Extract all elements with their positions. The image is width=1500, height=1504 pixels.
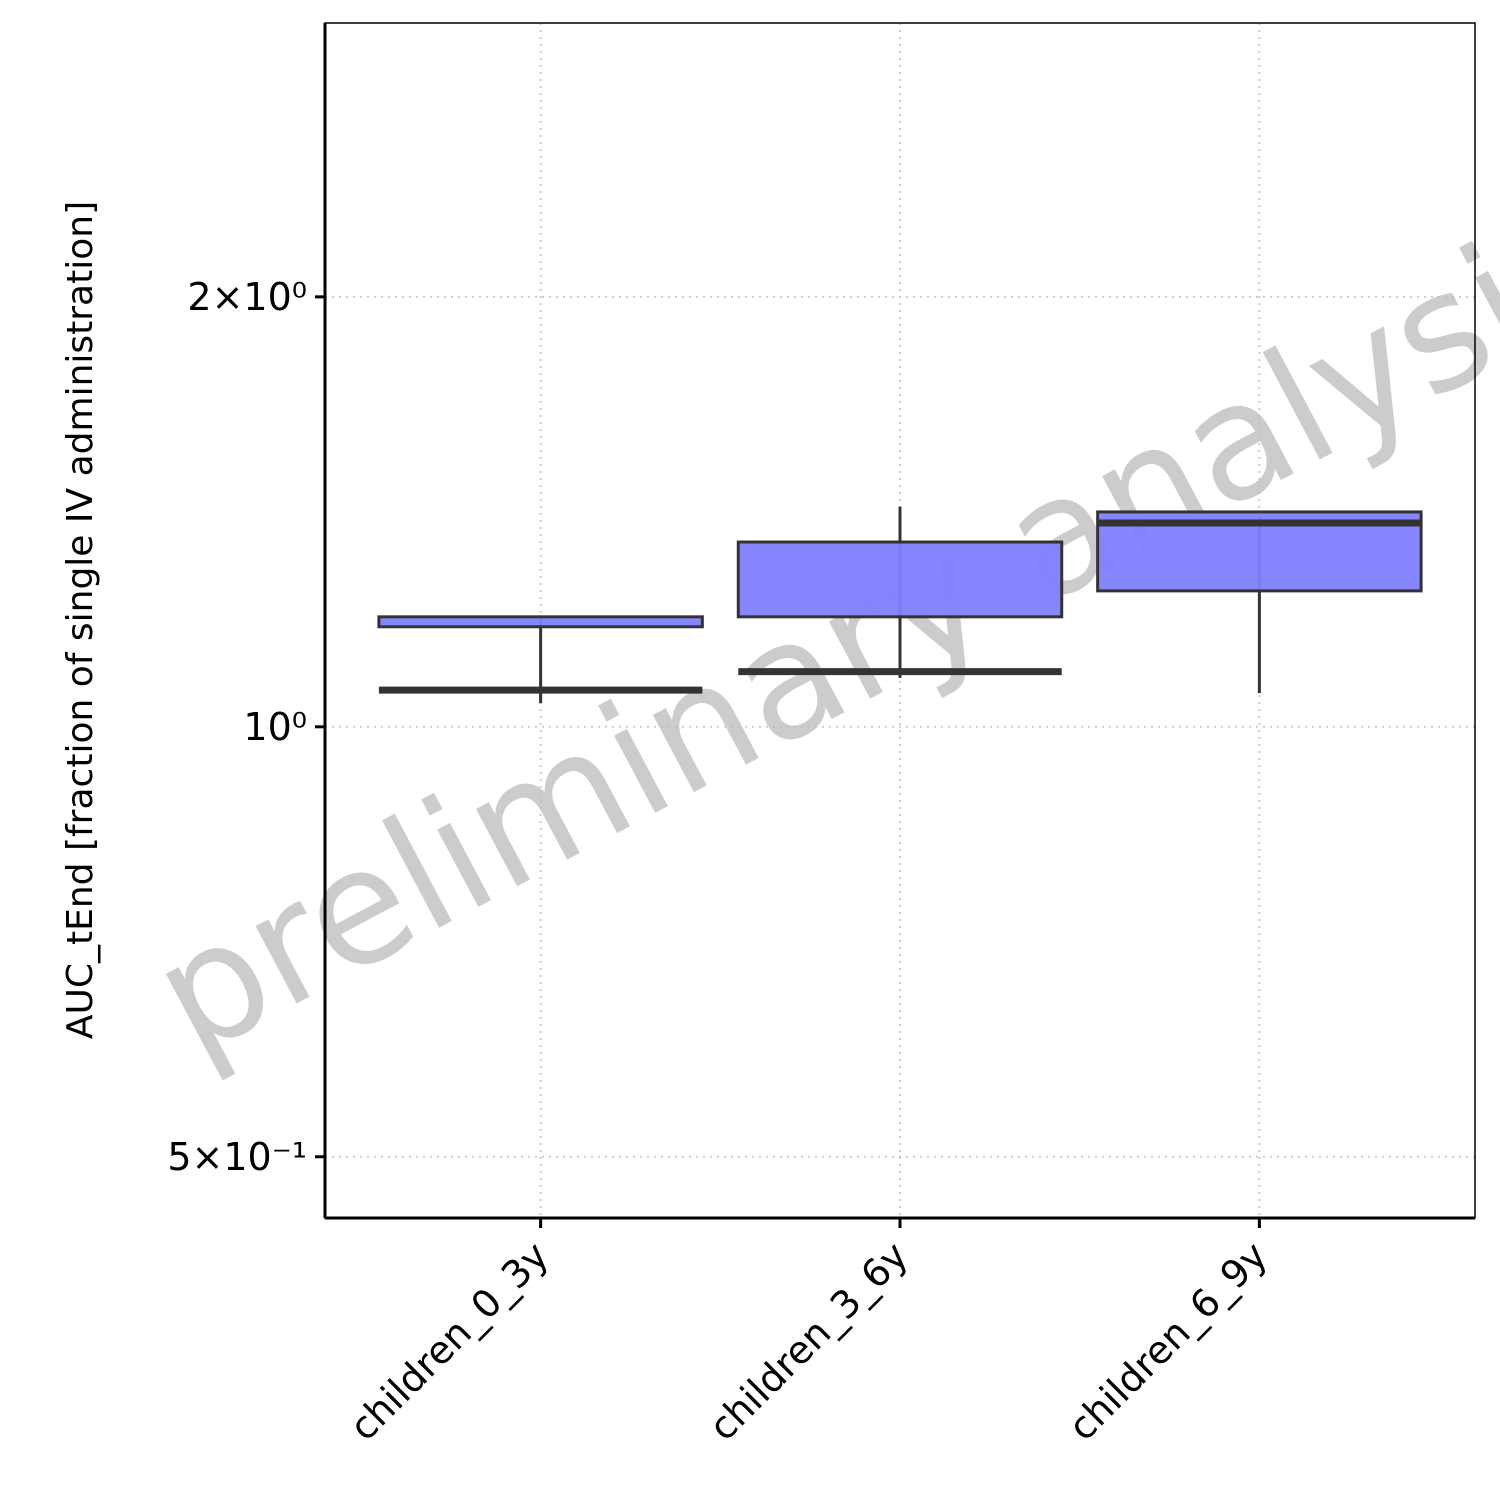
y-tick-label: 10⁰ xyxy=(243,705,307,749)
y-tick-label: 5×10⁻¹ xyxy=(167,1135,307,1179)
box xyxy=(736,540,1064,619)
watermark: preliminary analysis xyxy=(124,170,1500,1091)
box xyxy=(377,615,704,629)
x-tick-label: children_0_3y xyxy=(341,1233,557,1449)
y-axis-label: AUC_tEnd [fraction of single IV administ… xyxy=(60,201,101,1039)
x-tick-label: children_6_9y xyxy=(1060,1233,1276,1449)
x-tick-label: children_3_6y xyxy=(700,1233,916,1449)
y-tick-label: 2×10⁰ xyxy=(187,275,307,319)
